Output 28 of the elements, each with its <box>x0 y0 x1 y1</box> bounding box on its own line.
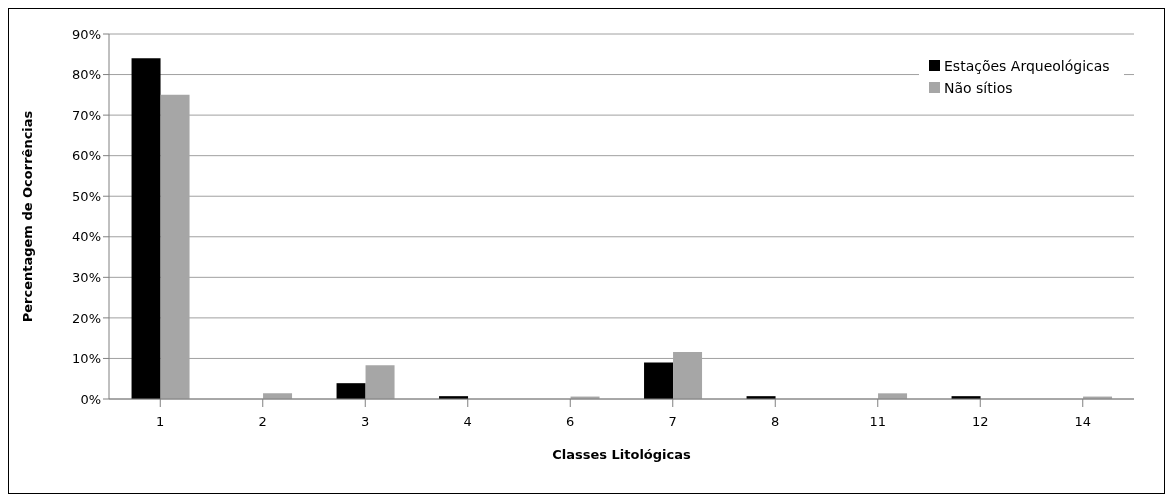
x-tick-label: 11 <box>869 414 887 430</box>
y-axis-title: Percentagem de Ocorrências <box>19 110 35 323</box>
x-tick-label: 2 <box>258 414 267 430</box>
x-tick-label: 6 <box>566 414 575 430</box>
y-tick-label: 20% <box>72 310 101 326</box>
y-tick-label: 80% <box>72 67 101 83</box>
x-tick-label: 7 <box>668 414 677 430</box>
x-tick-label: 14 <box>1074 414 1092 430</box>
y-tick-label: 60% <box>72 148 101 164</box>
y-tick-label: 90% <box>72 26 101 42</box>
y-tick-label: 0% <box>80 391 101 407</box>
bar <box>131 58 161 399</box>
bar <box>644 362 674 399</box>
y-tick-label: 70% <box>72 107 101 123</box>
x-tick-label: 12 <box>971 414 989 430</box>
y-tick-label: 30% <box>72 269 101 285</box>
legend-label: Estações Arqueológicas <box>944 57 1110 76</box>
y-tick-label: 50% <box>72 188 101 204</box>
bar <box>336 383 366 399</box>
x-tick-label: 1 <box>156 414 165 430</box>
legend-label: Não sítios <box>944 79 1013 98</box>
y-tick-label: 40% <box>72 229 101 245</box>
x-tick-label: 3 <box>361 414 370 430</box>
y-tick-label: 10% <box>72 351 101 367</box>
x-tick-label: 4 <box>463 414 472 430</box>
x-tick-label: 8 <box>771 414 780 430</box>
bar <box>365 365 395 399</box>
x-axis-title: Classes Litológicas <box>552 447 692 462</box>
